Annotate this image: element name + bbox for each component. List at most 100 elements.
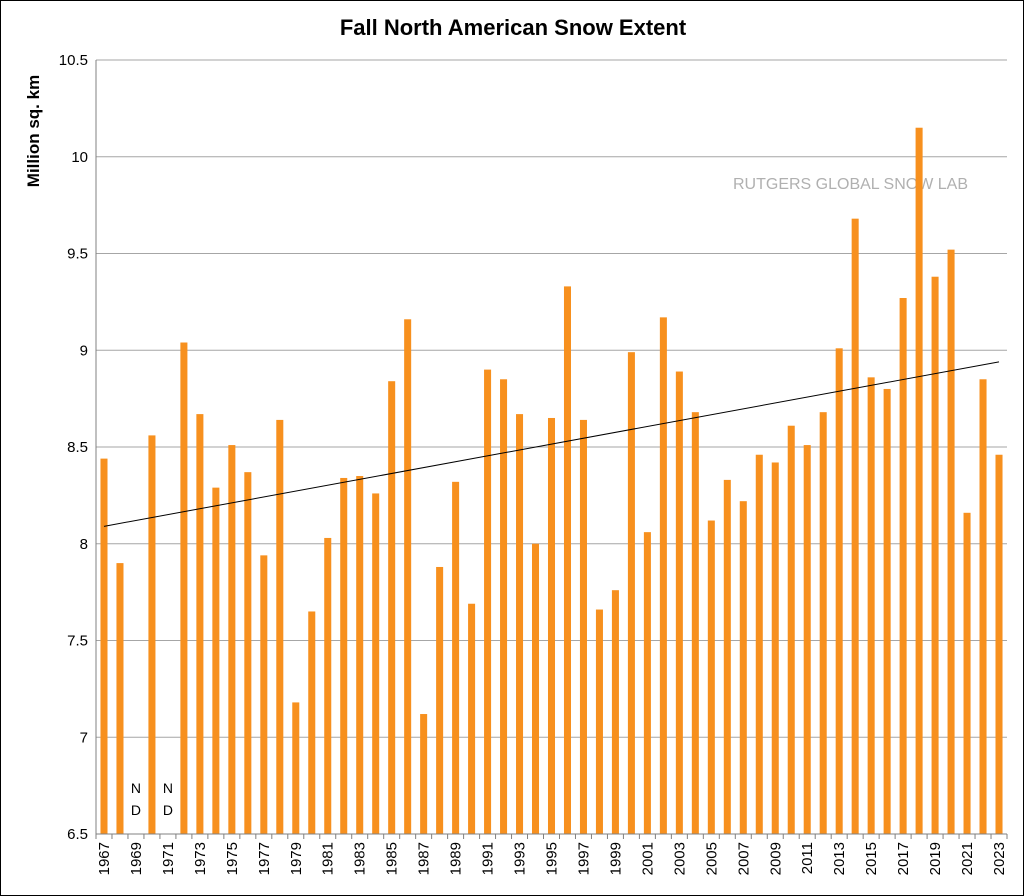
- x-tick-label: 1991: [480, 842, 497, 875]
- no-data-label: N: [131, 780, 141, 796]
- x-tick-label: 1989: [448, 842, 465, 875]
- bar-1979: [292, 702, 300, 834]
- bar-1970: [148, 435, 156, 834]
- bar-2017: [899, 298, 907, 834]
- x-tick-label: 1975: [224, 842, 241, 875]
- x-tick-label: 1995: [544, 842, 561, 875]
- y-tick-label: 8.5: [67, 439, 88, 456]
- bar-2003: [675, 371, 683, 834]
- x-tick-label: 1979: [288, 842, 305, 875]
- no-data-label: N: [163, 780, 173, 796]
- bar-1992: [500, 379, 508, 834]
- y-tick-label: 8: [80, 536, 88, 553]
- bar-1989: [452, 481, 460, 834]
- bar-2019: [931, 276, 939, 835]
- bar-1980: [308, 611, 316, 834]
- bar-1994: [532, 543, 540, 834]
- bar-1967: [100, 458, 108, 834]
- bar-2013: [835, 348, 843, 834]
- bar-1987: [420, 714, 428, 834]
- bar-2009: [771, 462, 779, 834]
- axes: [95, 60, 1008, 839]
- bar-2015: [867, 377, 875, 834]
- bar-1991: [484, 369, 492, 834]
- trend-line: [103, 361, 1000, 527]
- bar-1999: [611, 590, 619, 834]
- x-tick-label: 2017: [895, 842, 912, 875]
- bar-1977: [260, 555, 268, 834]
- x-tick-labels: 1967 1969 1971 1973 1975 1977 1979 1981 1983 1985…: [96, 842, 1008, 875]
- bar-1982: [340, 477, 348, 834]
- bar-2007: [739, 501, 747, 834]
- y-tick-label: 6.5: [67, 826, 88, 843]
- bar-1968: [116, 563, 124, 834]
- bar-1985: [388, 381, 396, 834]
- bar-2018: [915, 127, 923, 835]
- bar-1976: [244, 472, 252, 834]
- watermark-text: RUTGERS GLOBAL SNOW LAB: [733, 176, 968, 193]
- bar-2012: [819, 412, 827, 834]
- bars: [100, 127, 1003, 835]
- y-tick-label: 10.5: [59, 52, 88, 69]
- x-tick-label: 2001: [639, 842, 656, 875]
- x-tick-label: 1983: [352, 842, 369, 875]
- x-tick-label: 1981: [320, 842, 337, 875]
- bar-2021: [963, 512, 971, 834]
- x-tick-label: 1997: [575, 842, 592, 875]
- bar-1988: [436, 566, 444, 834]
- bar-1993: [516, 414, 524, 834]
- x-tick-label: 2013: [831, 842, 848, 875]
- bar-1998: [595, 609, 603, 834]
- bar-2006: [723, 479, 731, 834]
- x-tick-label: 1967: [96, 842, 113, 875]
- bar-1997: [579, 419, 587, 834]
- bar-2002: [659, 317, 667, 835]
- bar-1986: [404, 319, 412, 834]
- bar-2011: [803, 445, 811, 834]
- bar-2016: [883, 388, 891, 834]
- no-data-label: D: [163, 802, 173, 818]
- bar-1973: [196, 414, 204, 834]
- x-tick-label: 1993: [512, 842, 529, 875]
- bar-1974: [212, 487, 220, 834]
- x-tick-label: 2023: [991, 842, 1008, 875]
- bar-1983: [356, 476, 364, 834]
- x-tick-label: 2009: [767, 842, 784, 875]
- bar-2004: [691, 412, 699, 834]
- y-tick-label: 7.5: [67, 633, 88, 650]
- bar-2020: [947, 249, 955, 834]
- y-tick-label: 9.5: [67, 246, 88, 263]
- bar-1975: [228, 445, 236, 834]
- x-tick-label: 1987: [416, 842, 433, 875]
- bar-1995: [547, 417, 556, 834]
- y-tick-labels: 6.5 7 7.5 8 8.5 9 9.5 10 10.5: [59, 52, 88, 843]
- bar-2010: [787, 425, 795, 834]
- no-data-label: D: [131, 802, 141, 818]
- x-tick-label: 2007: [735, 842, 752, 875]
- bar-2008: [755, 454, 763, 834]
- x-tick-label: 1999: [607, 842, 624, 875]
- x-tick-label: 1985: [384, 842, 401, 875]
- x-tick-label: 2021: [959, 842, 976, 875]
- x-tick-label: 2011: [799, 842, 816, 874]
- bar-2022: [979, 379, 987, 834]
- x-tick-label: 1969: [128, 842, 145, 875]
- y-tick-label: 7: [80, 729, 88, 746]
- x-tick-label: 2019: [927, 842, 944, 875]
- bar-2014: [851, 218, 859, 835]
- chart-title: Fall North American Snow Extent: [340, 15, 687, 40]
- x-tick-label: 2003: [671, 842, 688, 875]
- bar-1996: [563, 286, 571, 834]
- bar-2023: [995, 454, 1003, 834]
- bar-2000: [627, 352, 635, 834]
- bar-2001: [643, 532, 651, 834]
- bar-2005: [707, 520, 715, 834]
- y-axis-label: Million sq. km: [24, 75, 43, 187]
- x-tick-label: 2015: [863, 842, 880, 875]
- bar-1981: [324, 537, 332, 834]
- y-tick-label: 10: [71, 149, 88, 166]
- bar-1972: [180, 342, 188, 834]
